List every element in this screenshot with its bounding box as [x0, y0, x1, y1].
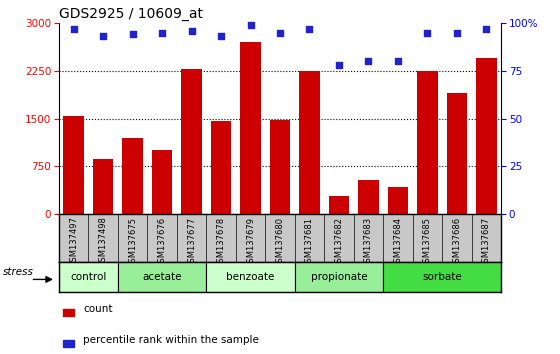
Text: benzoate: benzoate	[226, 272, 275, 282]
Point	[246, 22, 255, 28]
Bar	[388, 187, 408, 214]
Bar	[93, 159, 113, 214]
Text: GSM137498: GSM137498	[99, 217, 108, 267]
Text: GSM137677: GSM137677	[187, 217, 196, 268]
Text: percentile rank within the sample: percentile rank within the sample	[83, 335, 259, 345]
Text: GSM137684: GSM137684	[394, 217, 403, 268]
Bar	[417, 72, 438, 214]
Bar	[211, 121, 231, 214]
Text: GSM137683: GSM137683	[364, 217, 373, 268]
Bar	[270, 120, 290, 214]
Text: GSM137675: GSM137675	[128, 217, 137, 268]
Point	[482, 26, 491, 32]
Point	[423, 30, 432, 35]
Bar	[329, 196, 349, 214]
Text: GSM137687: GSM137687	[482, 217, 491, 268]
Bar	[240, 42, 261, 214]
Text: GSM137681: GSM137681	[305, 217, 314, 268]
Text: control: control	[70, 272, 106, 282]
Bar	[383, 262, 501, 292]
Point	[394, 58, 403, 64]
Text: stress: stress	[3, 268, 34, 278]
Bar	[476, 58, 497, 214]
Bar	[447, 93, 467, 214]
Text: sorbate: sorbate	[422, 272, 462, 282]
Point	[99, 34, 108, 39]
Bar	[152, 150, 172, 214]
Bar	[358, 181, 379, 214]
Bar	[295, 262, 383, 292]
Text: GSM137682: GSM137682	[334, 217, 343, 268]
Text: GSM137679: GSM137679	[246, 217, 255, 268]
Text: GSM137678: GSM137678	[217, 217, 226, 268]
Point	[452, 30, 461, 35]
Text: GSM137685: GSM137685	[423, 217, 432, 268]
Text: GDS2925 / 10609_at: GDS2925 / 10609_at	[59, 7, 203, 21]
Bar	[63, 340, 74, 347]
Point	[157, 30, 166, 35]
Text: count: count	[83, 304, 113, 314]
Text: acetate: acetate	[142, 272, 182, 282]
Text: GSM137686: GSM137686	[452, 217, 461, 268]
Bar	[181, 69, 202, 214]
Text: propionate: propionate	[311, 272, 367, 282]
Point	[276, 30, 284, 35]
Point	[187, 28, 196, 34]
Bar	[299, 71, 320, 214]
Text: GSM137497: GSM137497	[69, 217, 78, 267]
Bar	[63, 309, 74, 316]
Point	[334, 62, 343, 68]
Point	[364, 58, 373, 64]
Point	[305, 26, 314, 32]
Bar	[59, 262, 118, 292]
Bar	[122, 138, 143, 214]
Text: GSM137680: GSM137680	[276, 217, 284, 268]
Point	[217, 34, 226, 39]
Bar	[118, 262, 206, 292]
Bar	[206, 262, 295, 292]
Point	[128, 32, 137, 37]
Text: GSM137676: GSM137676	[157, 217, 166, 268]
Point	[69, 26, 78, 32]
Bar	[63, 116, 84, 214]
